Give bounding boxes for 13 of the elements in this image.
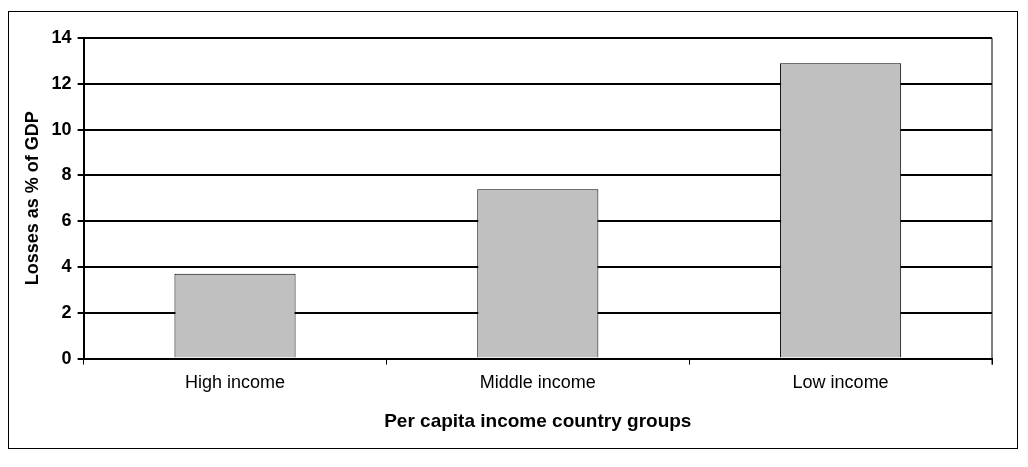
y-tick-label: 10 (51, 118, 72, 139)
y-axis-title: Losses as % of GDP (21, 111, 42, 286)
x-tick-label: Middle income (479, 372, 596, 393)
y-tick-label: 4 (61, 255, 72, 276)
y-tick-label: 8 (61, 164, 72, 185)
y-tick-label: 14 (51, 26, 72, 47)
y-tick-label: 0 (61, 347, 72, 368)
y-tick-label: 6 (61, 210, 72, 231)
x-tick-label: Low income (792, 372, 889, 393)
x-axis-title: Per capita income country groups (384, 409, 692, 431)
y-tick-label: 2 (61, 301, 72, 322)
x-tick-label: High income (184, 372, 286, 393)
y-tick-label: 12 (51, 72, 72, 93)
